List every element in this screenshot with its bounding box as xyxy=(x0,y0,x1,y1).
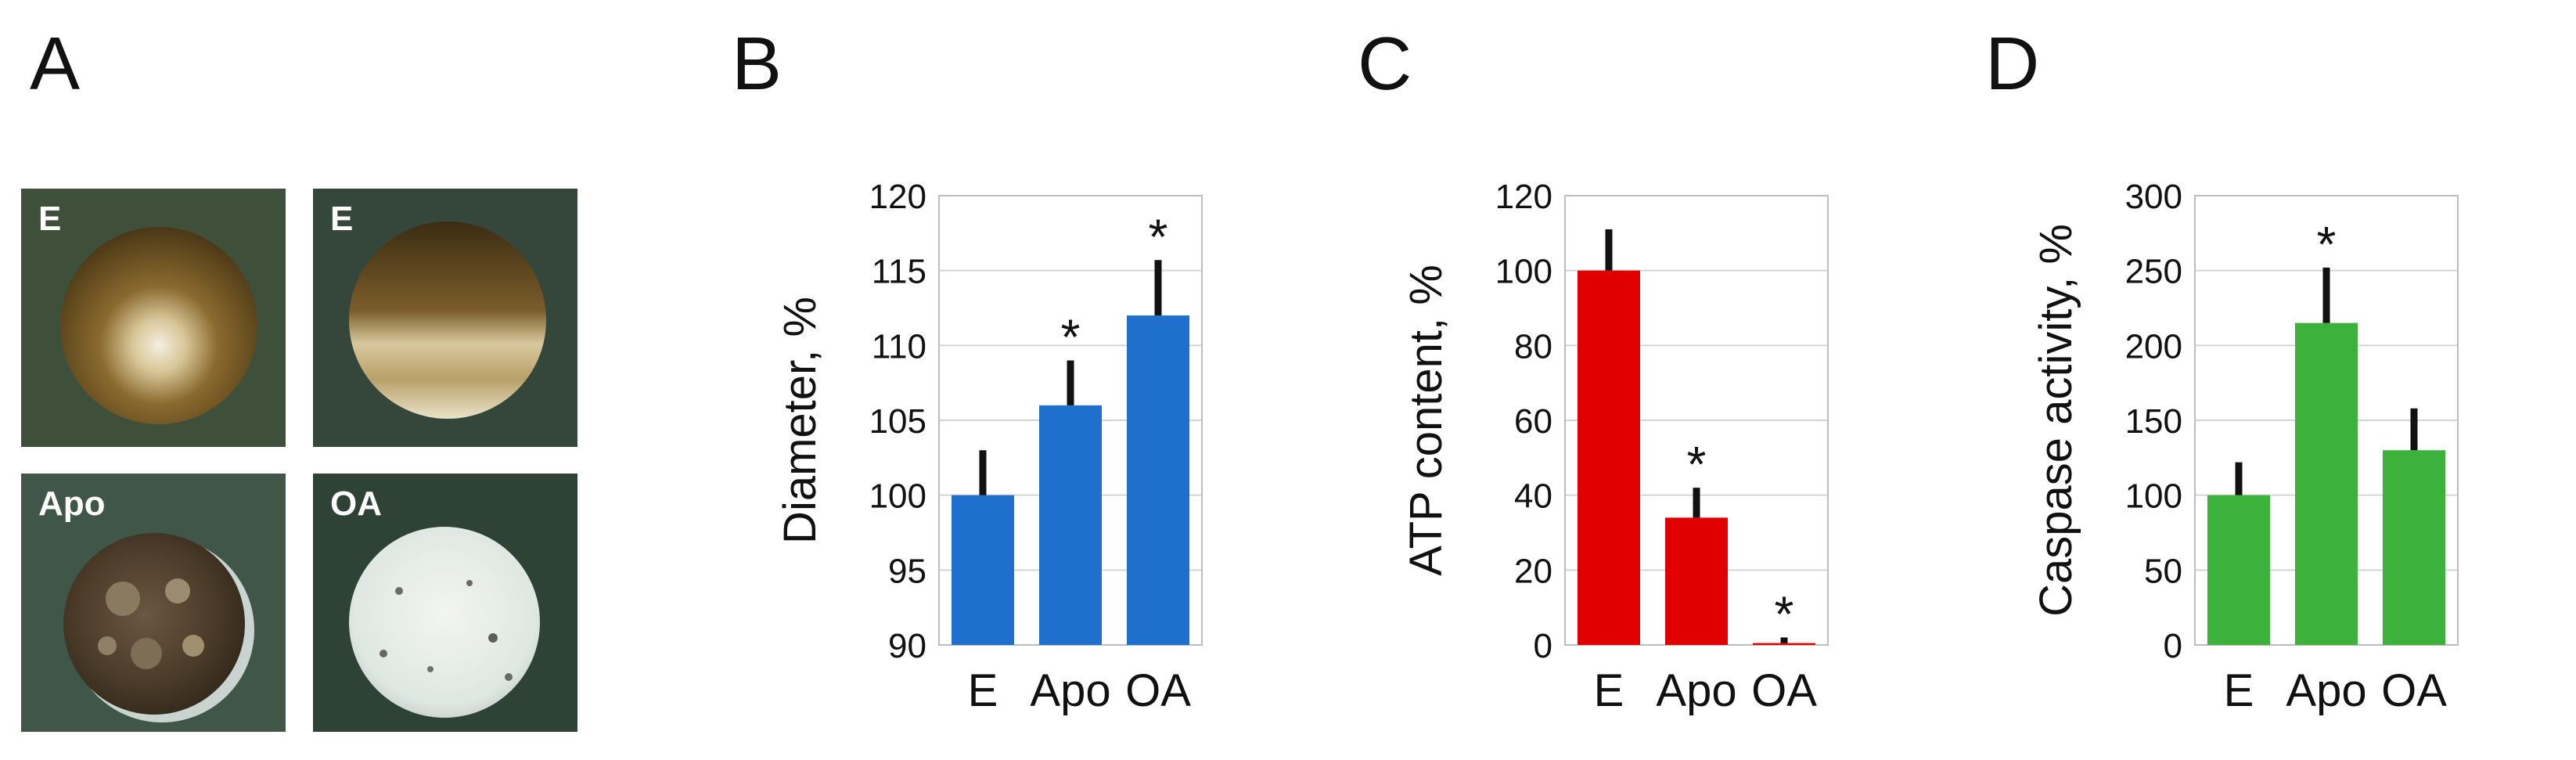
y-tick-label: 105 xyxy=(869,402,926,441)
y-tick-label: 60 xyxy=(1514,402,1552,441)
y-tick-label: 0 xyxy=(2164,627,2182,665)
bar xyxy=(2295,322,2358,645)
bar xyxy=(1753,643,1815,645)
photo-embryo-e1: E xyxy=(21,189,286,447)
chart-atp-content: 0 20 40 60 80 100 120 ATP content, % E * Apo * OA xyxy=(1401,178,1829,716)
y-axis-label: Caspase activity, % xyxy=(2031,224,2081,617)
significance-marker: * xyxy=(1687,436,1707,492)
bar xyxy=(2383,450,2445,645)
embryo-image xyxy=(349,527,540,718)
panel-letter-c: C xyxy=(1358,22,1412,106)
bar xyxy=(1039,405,1102,645)
x-tick-label: OA xyxy=(1125,665,1191,716)
photo-label: OA xyxy=(330,484,382,523)
y-tick-label: 0 xyxy=(1534,627,1552,665)
y-tick-label: 110 xyxy=(872,327,926,366)
y-tick-label: 100 xyxy=(869,477,926,516)
y-tick-label: 50 xyxy=(2144,552,2182,590)
y-tick-label: 200 xyxy=(2125,327,2182,366)
significance-marker: * xyxy=(1775,585,1794,642)
photo-label: Apo xyxy=(38,484,106,523)
y-tick-label: 120 xyxy=(869,178,926,216)
bar xyxy=(1127,315,1189,645)
panel-letter-d: D xyxy=(1985,22,2040,106)
significance-marker: * xyxy=(1061,308,1081,365)
photo-label: E xyxy=(330,200,354,238)
y-tick-label: 95 xyxy=(888,552,926,590)
x-tick-label: OA xyxy=(2381,665,2447,716)
x-tick-label: Apo xyxy=(1656,665,1736,716)
photo-embryo-apo: Apo xyxy=(21,474,286,732)
embryo-image xyxy=(349,222,546,419)
y-tick-label: 250 xyxy=(2125,253,2182,291)
x-tick-label: OA xyxy=(1751,665,1817,716)
y-tick-label: 300 xyxy=(2125,178,2182,216)
x-tick-label: E xyxy=(1594,665,1624,716)
bar xyxy=(2207,495,2270,645)
panel-letter-b: B xyxy=(732,22,783,106)
bar xyxy=(952,495,1014,645)
bar xyxy=(1578,270,1640,645)
panel-letter-a: A xyxy=(30,22,81,106)
y-tick-label: 100 xyxy=(1495,253,1552,291)
y-tick-label: 115 xyxy=(872,253,926,291)
y-tick-label: 100 xyxy=(2125,477,2182,516)
y-tick-label: 120 xyxy=(1495,178,1552,216)
y-tick-label: 150 xyxy=(2125,402,2182,441)
x-tick-label: E xyxy=(968,665,998,716)
chart-diameter: 90 95 100 105 110 115 120 Diameter, % E * Apo * OA xyxy=(775,178,1203,716)
photo-embryo-oa: OA xyxy=(313,474,577,732)
y-tick-label: 80 xyxy=(1514,327,1552,366)
y-tick-label: 40 xyxy=(1514,477,1552,516)
significance-marker: * xyxy=(1149,208,1168,265)
photo-embryo-e2: E xyxy=(313,189,577,447)
y-tick-label: 90 xyxy=(888,627,926,665)
y-axis-label: Diameter, % xyxy=(775,297,826,544)
x-tick-label: Apo xyxy=(1030,665,1110,716)
x-tick-label: Apo xyxy=(2286,665,2366,716)
photo-label: E xyxy=(38,200,62,238)
y-axis-label: ATP content, % xyxy=(1401,265,1452,576)
embryo-image xyxy=(60,227,257,424)
bar xyxy=(1665,517,1728,645)
chart-caspase-activity: 0 50 100 150 200 250 300 Caspase activity, % E * A… xyxy=(2031,178,2459,716)
embryo-image xyxy=(63,533,254,722)
x-tick-label: E xyxy=(2224,665,2254,716)
y-tick-label: 20 xyxy=(1514,552,1552,590)
significance-marker: * xyxy=(2317,216,2337,272)
